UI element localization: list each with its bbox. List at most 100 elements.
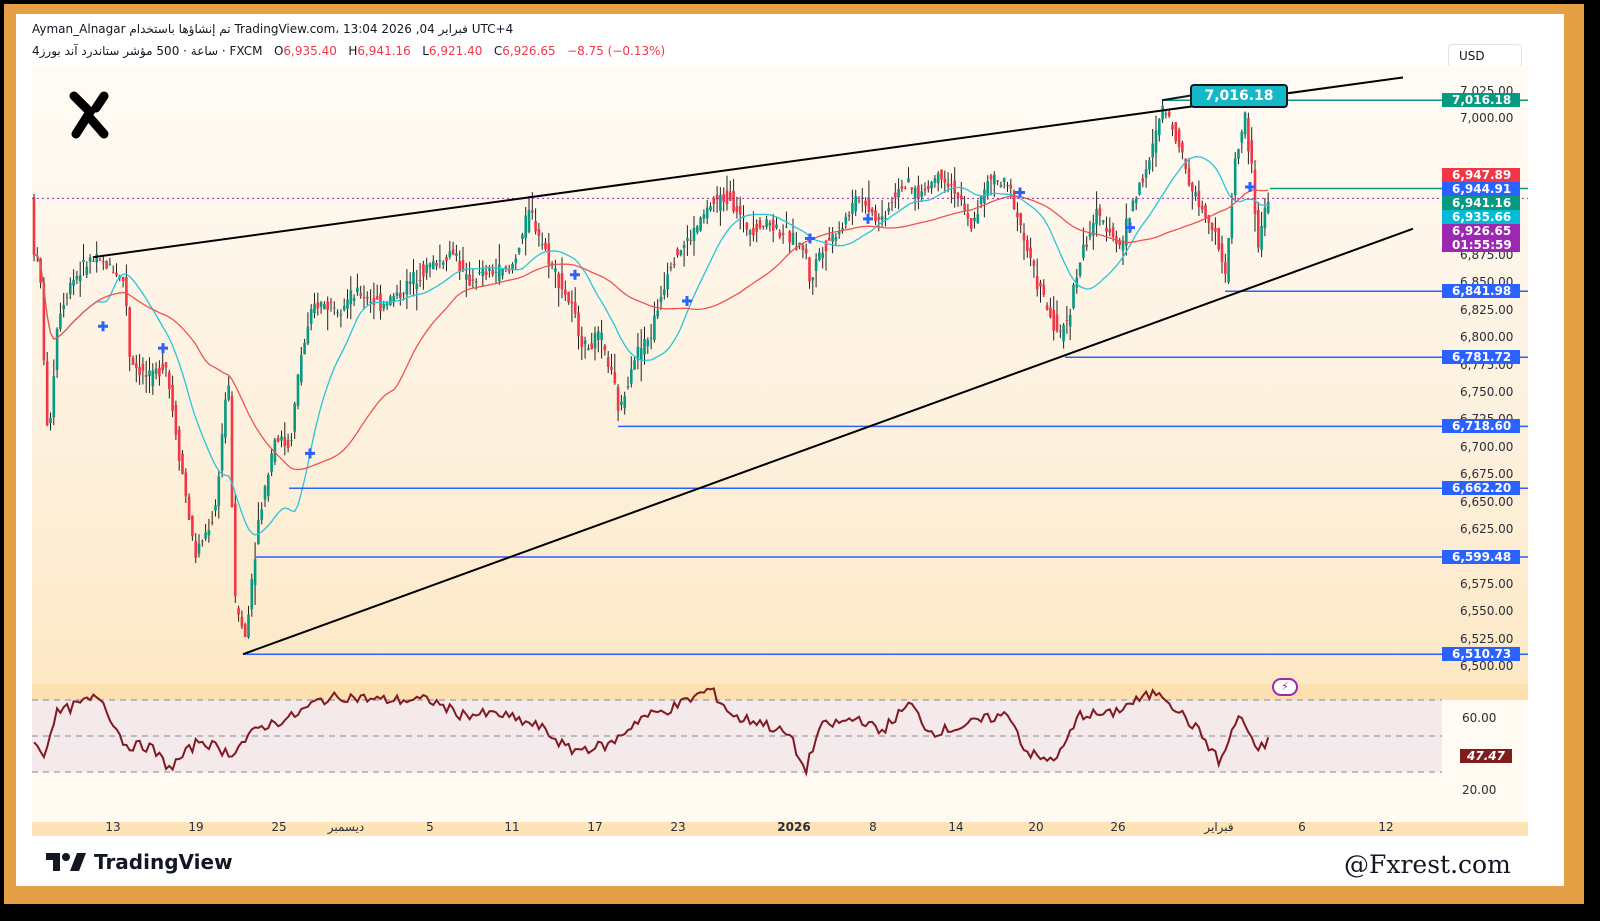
candle-body [811, 277, 815, 281]
candle-body [230, 396, 234, 507]
tradingview-brand: TradingView [46, 850, 233, 874]
candle-body [151, 370, 155, 387]
candle-body [966, 213, 970, 219]
candle-body [570, 301, 574, 304]
candle-body [1227, 237, 1230, 283]
candle-body [316, 302, 320, 309]
candle-body [210, 522, 214, 524]
candle-body [1171, 124, 1174, 130]
candle-body [699, 217, 702, 231]
candle-body [735, 206, 739, 213]
candle-body [128, 307, 131, 357]
candle-body [643, 339, 646, 355]
candle-body [217, 476, 221, 507]
candle-body [313, 303, 316, 314]
candle-body [834, 237, 838, 241]
candle-body [616, 386, 620, 411]
candle-body [979, 196, 983, 204]
candle-body [392, 296, 395, 303]
high-price-callout[interactable]: 7,016.18 [1190, 84, 1288, 108]
candle-body [399, 293, 402, 299]
candle-body [1237, 149, 1240, 159]
candle-body [907, 178, 910, 183]
trendline-lower [242, 227, 1414, 656]
candle-body [900, 185, 904, 189]
candle-body [329, 302, 333, 304]
candle-body [986, 181, 989, 197]
time-axis-tick: 23 [670, 820, 686, 834]
candle-body [544, 242, 547, 250]
candlestick-chart[interactable] [32, 66, 1528, 836]
candle-body [158, 367, 161, 377]
price-tag: 6,718.60 [1442, 419, 1520, 434]
price-axis-tick: 6,750.00 [1460, 385, 1514, 399]
symbol-name[interactable]: 4ساعة · 500 مؤشر ستاندرد آند بورز · FXCM [32, 44, 263, 58]
candle-body [1257, 209, 1260, 248]
time-axis-tick: 6 [1298, 820, 1306, 834]
price-tag: 6,926.65 [1442, 224, 1520, 239]
candle-body [917, 185, 920, 200]
candle-body [395, 292, 399, 297]
candle-body [1002, 178, 1006, 182]
candle-body [692, 227, 696, 242]
candle-body [1042, 284, 1046, 295]
candle-body [778, 232, 782, 237]
candle-body [1111, 227, 1115, 238]
candle-body [95, 254, 98, 263]
candle-body [1148, 160, 1151, 170]
candle-body [1240, 131, 1244, 143]
price-tag: 6,944.91 [1442, 182, 1520, 197]
candle-body [1220, 243, 1224, 262]
candle-body [514, 258, 518, 264]
candle-body [247, 614, 250, 638]
candle-body [1266, 201, 1270, 213]
time-axis-tick: 2026 [777, 820, 811, 834]
candle-body [524, 215, 527, 239]
candle-body [927, 185, 930, 189]
ma-cross-marker-icon [570, 269, 580, 280]
candle-body [814, 259, 818, 271]
price-tag: 6,935.66 [1442, 210, 1520, 225]
candle-body [517, 247, 521, 253]
currency-button[interactable]: USD [1448, 44, 1522, 68]
candle-body [1167, 111, 1171, 117]
candle-body [676, 248, 679, 256]
candle-body [600, 332, 603, 341]
candle-body [270, 453, 273, 473]
candle-body [715, 194, 719, 200]
candle-body [1039, 282, 1042, 287]
candle-body [98, 259, 102, 261]
price-axis-tick: 6,700.00 [1460, 439, 1514, 454]
lightning-event-icon[interactable]: ⚡ [1272, 678, 1298, 696]
candle-body [1181, 142, 1184, 153]
candle-body [1068, 314, 1072, 327]
chart-attribution: Ayman_Alnagar تم إنشاؤها باستخدام Tradin… [32, 22, 514, 36]
candle-body [593, 332, 597, 349]
candle-body [240, 616, 244, 627]
candle-body [438, 260, 442, 262]
candle-body [428, 263, 432, 268]
candle-body [465, 274, 468, 280]
ma-slow-line [33, 189, 1269, 471]
candle-body [372, 297, 376, 305]
candle-body [1210, 222, 1214, 231]
candle-body [171, 384, 174, 412]
candle-body [75, 276, 79, 280]
candle-body [689, 239, 692, 241]
candle-body [996, 180, 999, 182]
candle-body [507, 270, 511, 272]
candle-body [729, 192, 732, 201]
chart-plot-area[interactable] [32, 66, 1528, 836]
candle-body [1151, 143, 1154, 158]
candle-body [669, 267, 673, 269]
candle-body [125, 277, 128, 307]
candle-body [455, 253, 458, 256]
candle-body [1065, 320, 1069, 322]
change-value: −8.75 (−0.13%) [567, 44, 666, 58]
candle-body [303, 342, 306, 355]
candle-body [359, 293, 362, 296]
ma-cross-marker-icon [1125, 222, 1135, 233]
price-tag: 01:55:59 [1442, 238, 1520, 253]
candle-body [405, 280, 409, 295]
candle-body [913, 187, 917, 199]
